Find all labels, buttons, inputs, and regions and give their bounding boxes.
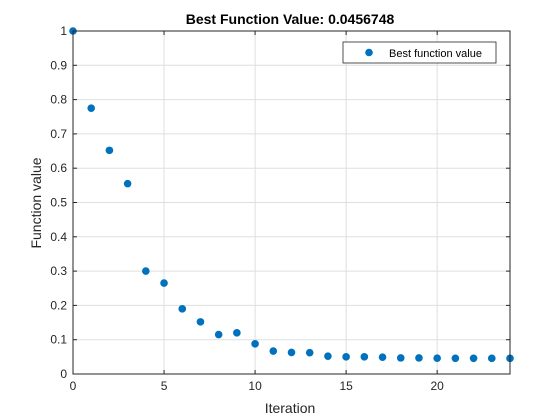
legend-label: Best function value (389, 48, 482, 60)
y-tick-label: 0.3 (50, 264, 67, 278)
data-point (214, 330, 223, 339)
data-point (178, 305, 187, 313)
chart-title: Best Function Value: 0.0456748 (186, 11, 395, 27)
y-tick-label: 0 (60, 367, 67, 381)
y-tick-label: 0.4 (50, 230, 67, 244)
y-tick-label: 0.7 (50, 127, 67, 141)
data-point (433, 354, 441, 363)
y-tick-label: 0.6 (50, 161, 67, 175)
y-tick-label: 0.8 (50, 93, 67, 107)
data-point (305, 348, 314, 357)
data-point (415, 354, 423, 362)
data-point (269, 347, 278, 355)
data-point (233, 329, 241, 337)
data-point (451, 354, 460, 363)
x-axis-label: Iteration (265, 400, 316, 416)
data-point (287, 348, 296, 357)
legend: Best function value (342, 41, 497, 64)
data-point (324, 352, 332, 360)
x-tick-label: 5 (161, 379, 168, 393)
x-tick-label: 15 (339, 379, 353, 393)
data-point (396, 354, 405, 362)
y-axis-label: Function value (28, 157, 44, 248)
x-tick-label: 0 (70, 379, 77, 393)
data-series (69, 27, 514, 363)
legend-box (342, 41, 497, 64)
data-point (142, 267, 150, 275)
data-point (123, 179, 132, 188)
y-tick-label: 0.9 (50, 58, 67, 72)
data-point (87, 104, 96, 112)
data-point (469, 354, 478, 363)
data-point (342, 353, 350, 361)
data-point (160, 279, 168, 287)
data-point (251, 340, 259, 348)
ticks: 0 5 10 15 20 0 0.1 0.2 0.3 0.4 0.5 0.6 0.7 0.8 0.9 1 (50, 24, 510, 393)
y-tick-label: 0.1 (50, 333, 67, 347)
y-tick-label: 1 (60, 24, 67, 38)
y-tick-label: 0.2 (50, 298, 67, 312)
grid (73, 31, 510, 374)
plot-frame (72, 30, 511, 375)
legend-marker (365, 48, 373, 57)
data-point (196, 318, 205, 326)
data-point (360, 353, 369, 361)
data-point (487, 354, 496, 363)
y-tick-label: 0.5 (50, 196, 67, 210)
data-point (105, 146, 114, 155)
data-point (378, 353, 387, 361)
x-tick-label: 20 (430, 379, 444, 393)
x-tick-label: 10 (248, 379, 262, 393)
